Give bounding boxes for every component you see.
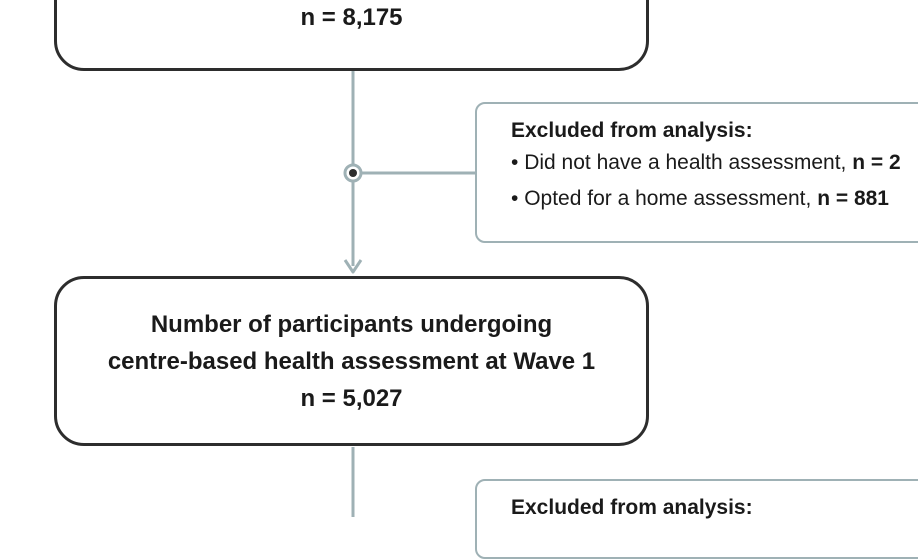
bullet: •	[511, 151, 519, 174]
middle-box-line-2: centre-based health assessment at Wave 1	[107, 347, 596, 375]
top-box-count: n = 8,175	[300, 4, 403, 31]
flow-connectors	[343, 71, 476, 517]
branch-node-dot	[349, 169, 357, 177]
participants-box-centre-based: Number of participants undergoing centre…	[54, 276, 649, 446]
exclusion-box-2: Excluded from analysis:	[475, 479, 918, 559]
arrowhead-down	[343, 259, 363, 274]
exclusion-item-count: n = 881	[817, 187, 889, 210]
middle-box-count: n = 5,027	[300, 384, 403, 412]
participants-box-top: n = 8,175	[54, 0, 649, 71]
exclusion-item-count: n = 2	[852, 151, 901, 174]
bullet: •	[511, 187, 519, 210]
exclusion-item-home-assessment: • Opted for a home assessment, n = 881	[511, 181, 918, 217]
exclusion-box-1: Excluded from analysis: • Did not have a…	[475, 102, 918, 243]
exclusion-item-text: Did not have a health assessment,	[524, 151, 847, 174]
middle-box-line-1: Number of participants undergoing	[150, 310, 553, 338]
exclusion-item-no-assessment: • Did not have a health assessment, n = …	[511, 145, 918, 181]
exclusion-heading: Excluded from analysis:	[511, 496, 753, 519]
exclusion-heading: Excluded from analysis:	[511, 119, 753, 142]
exclusion-item-text: Opted for a home assessment,	[524, 187, 812, 210]
